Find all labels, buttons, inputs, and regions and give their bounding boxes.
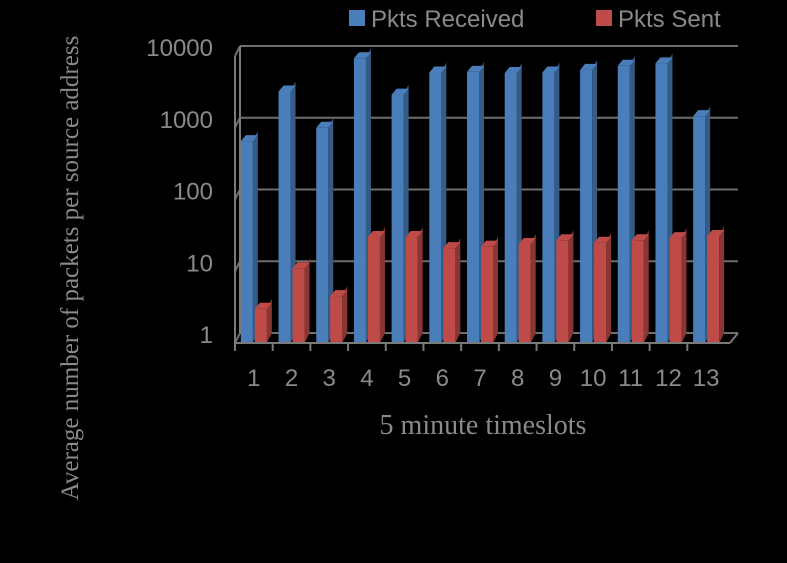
bar-sent: [405, 237, 418, 343]
bar-sent-top: [405, 231, 423, 238]
x-tick-label: 10: [580, 365, 607, 392]
bar-sent-top: [594, 236, 612, 243]
bar-received: [693, 116, 706, 343]
bar-sent: [631, 240, 644, 343]
bar-sent-top: [254, 302, 272, 309]
bar-sent: [669, 238, 682, 343]
bar-received-top: [580, 63, 598, 70]
y-tick-label: 1: [200, 322, 213, 349]
bar-received-top: [617, 59, 635, 66]
bar-received-top: [391, 88, 409, 95]
bar-received-top: [693, 110, 711, 117]
y-tick-labels: 1 10 100 1000 10000: [146, 35, 213, 349]
bar-sent-side: [304, 258, 310, 343]
legend-label-received: Pkts Received: [371, 6, 524, 33]
bar-sent-side: [681, 228, 687, 343]
bar-sent-side: [530, 233, 536, 343]
y-tick-label: 10: [186, 250, 213, 277]
bar-sent: [481, 246, 493, 343]
bar-received: [316, 127, 329, 343]
bar-sent-side: [417, 227, 423, 343]
bar-received-side: [252, 131, 258, 343]
x-tick-label: 5: [398, 365, 411, 392]
bar-sent-side: [568, 230, 574, 343]
bar-received-top: [655, 57, 673, 64]
legend-label-sent: Pkts Sent: [618, 6, 721, 33]
bar-sent-top: [556, 234, 574, 241]
x-tick-label: 9: [549, 365, 562, 392]
x-tick-label: 6: [436, 365, 449, 392]
bar-sent: [556, 240, 569, 343]
bar-sent-side: [266, 298, 272, 343]
x-tick-label: 7: [473, 365, 486, 392]
bar-sent-top: [292, 262, 310, 269]
bar-sent-side: [643, 230, 649, 343]
bar-received: [580, 69, 593, 343]
bars: [240, 48, 725, 344]
bar-sent: [292, 268, 305, 343]
legend-swatch-received: [349, 10, 365, 26]
bar-sent: [594, 242, 607, 343]
bar-sent-top: [481, 240, 498, 247]
bar-received-top: [316, 121, 334, 128]
bar-sent-top: [443, 242, 461, 249]
bar-received-top: [542, 66, 560, 73]
bar-received: [391, 94, 404, 344]
bar-sent-side: [606, 232, 612, 343]
bar-sent-side: [493, 236, 498, 343]
bar-sent: [518, 243, 531, 343]
bar-received: [655, 63, 668, 344]
bar-sent: [443, 248, 456, 343]
bar-sent-top: [631, 234, 649, 241]
bar-received-side: [328, 117, 334, 343]
legend: Pkts Received Pkts Sent: [349, 6, 721, 33]
bar-received: [429, 72, 442, 343]
axes: [234, 46, 739, 351]
bar-sent-top: [707, 229, 725, 236]
bar-received: [504, 72, 517, 343]
x-axis-label: 5 minute timeslots: [380, 410, 587, 441]
bar-received-top: [467, 65, 484, 72]
bar-received: [467, 71, 479, 343]
legend-swatch-sent: [596, 10, 612, 26]
x-tick-label: 4: [360, 365, 373, 392]
bar-received-top: [240, 135, 258, 142]
bar-sent: [330, 296, 343, 343]
bar-sent-top: [330, 290, 348, 297]
x-tick-label: 8: [511, 365, 524, 392]
bar-sent-side: [455, 238, 461, 343]
x-tick-label: 13: [693, 365, 720, 392]
x-tick-label: 2: [285, 365, 298, 392]
bar-received: [353, 58, 366, 343]
bar-received-top: [353, 52, 371, 59]
bar-received: [542, 72, 555, 343]
bar-sent-side: [342, 286, 348, 343]
y-axis-label: Average number of packets per source add…: [57, 36, 84, 501]
bar-received-top: [278, 85, 296, 92]
bar-sent-side: [719, 225, 725, 343]
y-tick-label: 1000: [160, 107, 213, 134]
bar-received: [240, 141, 253, 343]
bar-sent: [254, 308, 267, 343]
x-tick-label: 12: [655, 365, 682, 392]
x-tick-label: 1: [247, 365, 260, 392]
x-tick-label: 3: [323, 365, 336, 392]
bar-sent: [367, 237, 380, 343]
y-tick-label: 100: [173, 179, 213, 206]
bar-received: [617, 65, 630, 344]
bar-received-top: [504, 66, 522, 73]
y-tick-label: 10000: [146, 35, 213, 62]
bar-sent-top: [669, 232, 687, 239]
bar-sent-side: [379, 227, 385, 343]
x-axis-end: [729, 332, 739, 344]
x-tick-labels: 1 2 3 4 5 6 7 8 9 10 11 12 13: [247, 365, 719, 392]
bar-sent-top: [367, 231, 385, 238]
bar-sent-top: [518, 237, 536, 244]
bar-received-top: [429, 66, 447, 73]
x-tick-label: 11: [618, 365, 643, 392]
bar-sent: [707, 235, 720, 343]
bar-received: [278, 91, 291, 343]
